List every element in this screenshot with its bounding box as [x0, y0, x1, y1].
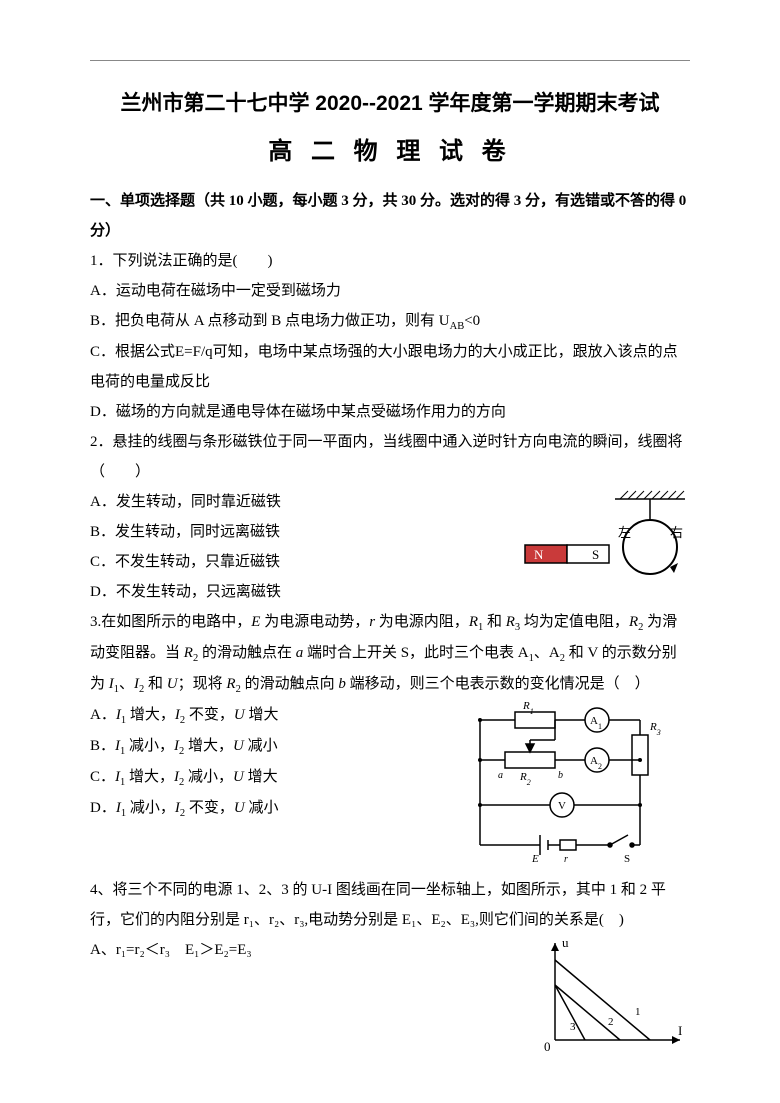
q3-stem-2: 为电源电动势， [260, 614, 369, 630]
q1-opt-a: A．运动电荷在磁场中一定受到磁场力 [90, 276, 690, 306]
q4-stem: 4、将三个不同的电源 1、2、3 的 U-I 图线画在同一坐标轴上，如图所示，其… [90, 875, 690, 935]
q2-opt-c: C．不发生转动，只靠近磁铁 [90, 547, 520, 577]
q3-stem-8: 、A [534, 645, 560, 661]
q2-label-left: 左 [618, 525, 631, 540]
q2-opt-b: B．发生转动，同时远离磁铁 [90, 517, 520, 547]
q3-U: U [167, 676, 178, 692]
q3-stem-12: 的滑动触点向 [241, 676, 339, 692]
svg-text:E: E [531, 853, 539, 865]
q4-figure: u I 0 1 2 3 [530, 935, 690, 1060]
svg-text:R2: R2 [519, 771, 531, 787]
q3-row: A．I1 增大，I2 不变，U 增大 B．I1 减小，I2 增大，U 减小 C．… [90, 700, 690, 875]
svg-text:r: r [564, 854, 568, 865]
q3-options: A．I1 增大，I2 不变，U 增大 B．I1 减小，I2 增大，U 减小 C．… [90, 700, 460, 824]
q1-b-sub: AB [450, 321, 465, 332]
svg-text:2: 2 [608, 1016, 614, 1028]
exam-title: 兰州市第二十七中学 2020--2021 学年度第一学期期末考试 [90, 87, 690, 117]
q3-opt-c: C．I1 增大，I2 减小，U 增大 [90, 762, 460, 793]
q3-opt-d: D．I1 减小，I2 不变，U 减小 [90, 793, 460, 824]
svg-text:3: 3 [570, 1021, 576, 1033]
q1-stem: 1．下列说法正确的是( ) [90, 246, 690, 276]
svg-text:A1: A1 [590, 715, 602, 731]
q2-opt-a: A．发生转动，同时靠近磁铁 [90, 487, 520, 517]
q3-stem-13: 端移动，则三个电表示数的变化情况是（ ） [346, 676, 650, 692]
svg-text:R1: R1 [522, 700, 534, 716]
q1-opt-c: C．根据公式E=F/q可知，电场中某点场强的大小跟电场力的大小成正比，跟放入该点… [90, 337, 690, 397]
section-1-heading: 一、单项选择题（共 10 小题，每小题 3 分，共 30 分。选对的得 3 分，… [90, 186, 690, 246]
svg-text:R3: R3 [649, 721, 661, 737]
q2-row: A．发生转动，同时靠近磁铁 B．发生转动，同时远离磁铁 C．不发生转动，只靠近磁… [90, 487, 690, 607]
q2-label-n: N [534, 547, 544, 562]
exam-subtitle: 高 二 物 理 试 卷 [90, 131, 690, 166]
svg-text:S: S [624, 853, 630, 865]
q3-opt-b: B．I1 减小，I2 增大，U 减小 [90, 731, 460, 762]
q1-opt-b: B．把负电荷从 A 点移动到 B 点电场力做正功，则有 UAB<0 [90, 306, 690, 337]
svg-text:1: 1 [635, 1006, 641, 1018]
q4-options: A、r₁=r₂＜r₃ E₁＞E₂=E₃ [90, 935, 530, 965]
svg-text:I: I [678, 1023, 682, 1038]
q3-stem-7: 端时合上开关 S，此时三个电表 A [303, 645, 528, 661]
q3-stem-4: 均为定值电阻， [520, 614, 629, 630]
q1-b-post: <0 [464, 313, 480, 329]
q3-stem: 3.在如图所示的电路中，E 为电源电动势，r 为电源内阻，R1 和 R3 均为定… [90, 607, 690, 700]
q3-stem-3: 为电源内阻， [375, 614, 469, 630]
q2-opt-d: D．不发生转动，只远离磁铁 [90, 577, 520, 607]
svg-text:0: 0 [544, 1039, 551, 1054]
q1-opt-d: D．磁场的方向就是通电导体在磁场中某点受磁场作用力的方向 [90, 397, 690, 427]
q2-stem: 2．悬挂的线圈与条形磁铁位于同一平面内，当线圈中通入逆时针方向电流的瞬间，线圈将… [90, 427, 690, 487]
q3-stem-11: ；现将 [178, 676, 227, 692]
svg-text:a: a [498, 770, 503, 781]
svg-text:b: b [558, 770, 563, 781]
q3-b: b [338, 676, 346, 692]
svg-text:A2: A2 [590, 755, 602, 771]
q4-row: A、r₁=r₂＜r₃ E₁＞E₂=E₃ u I 0 1 2 3 [90, 935, 690, 1060]
q2-label-s: S [592, 547, 599, 562]
svg-text:u: u [562, 935, 569, 950]
q3-figure: R1 A1 R3 a R2 b A2 V E r S [460, 700, 690, 875]
q3-stem-1: 3.在如图所示的电路中， [90, 614, 251, 630]
q2-label-right: 右 [670, 525, 683, 540]
q3-opt-a: A．I1 增大，I2 不变，U 增大 [90, 700, 460, 731]
page: 兰州市第二十七中学 2020--2021 学年度第一学期期末考试 高 二 物 理… [0, 0, 780, 1103]
q4-opt-a: A、r₁=r₂＜r₃ E₁＞E₂=E₃ [90, 935, 530, 965]
q1-b-pre: B．把负电荷从 A 点移动到 B 点电场力做正功，则有 U [90, 313, 450, 329]
q2-figure: 左 右 N S [520, 487, 690, 592]
q3-stem-10: 和 [144, 676, 167, 692]
q3-stem-6: 的滑动触点在 [198, 645, 296, 661]
q2-options: A．发生转动，同时靠近磁铁 B．发生转动，同时远离磁铁 C．不发生转动，只靠近磁… [90, 487, 520, 607]
svg-text:V: V [558, 800, 566, 812]
top-rule [90, 60, 690, 61]
